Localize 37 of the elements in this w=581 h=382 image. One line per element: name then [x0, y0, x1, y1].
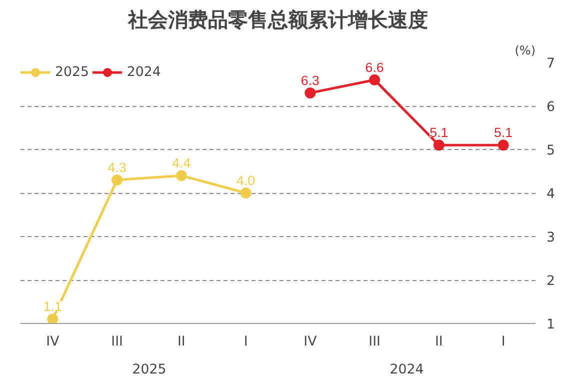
x-tick-label: IV	[304, 334, 317, 350]
data-label: 1.1	[43, 299, 62, 314]
chart-title: 社会消费品零售总额累计增长速度	[127, 8, 428, 32]
data-label: 5.1	[494, 125, 513, 140]
y-tick-label: 6	[546, 100, 555, 115]
y-tick-label: 2	[546, 274, 555, 289]
legend-label: 2025	[55, 64, 89, 80]
x-tick-label: I	[244, 334, 248, 350]
data-label: 4.0	[236, 173, 256, 188]
x-tick-label: II	[178, 334, 186, 350]
x-tick-label: II	[435, 334, 443, 350]
point	[112, 174, 123, 186]
data-label: 5.1	[430, 125, 448, 140]
point	[369, 74, 380, 86]
point	[498, 140, 509, 151]
data-label: 4.3	[108, 160, 126, 175]
x-tick-label: III	[111, 334, 123, 350]
text: 2025	[132, 362, 166, 378]
data-label: 6.6	[365, 60, 384, 75]
point	[240, 188, 252, 198]
point	[176, 170, 187, 182]
y-tick-label: 5	[546, 144, 555, 158]
point	[433, 140, 444, 151]
data-label: 6.3	[300, 72, 320, 88]
x-tick-label: III	[368, 334, 380, 350]
legend-label: 2024	[126, 64, 161, 80]
x-tick-label: I	[501, 334, 506, 350]
y-tick-label: 4	[546, 187, 555, 202]
y-tick-label: 1	[546, 318, 555, 332]
y-tick-label: 7	[546, 56, 555, 72]
text: 2024	[390, 362, 424, 378]
y-axis-title: (%)	[514, 44, 536, 58]
y-tick-label: 3	[546, 230, 555, 246]
x-tick-label: IV	[46, 334, 60, 350]
data-label: 4.4	[172, 156, 192, 171]
point	[47, 314, 58, 324]
point	[304, 87, 316, 98]
